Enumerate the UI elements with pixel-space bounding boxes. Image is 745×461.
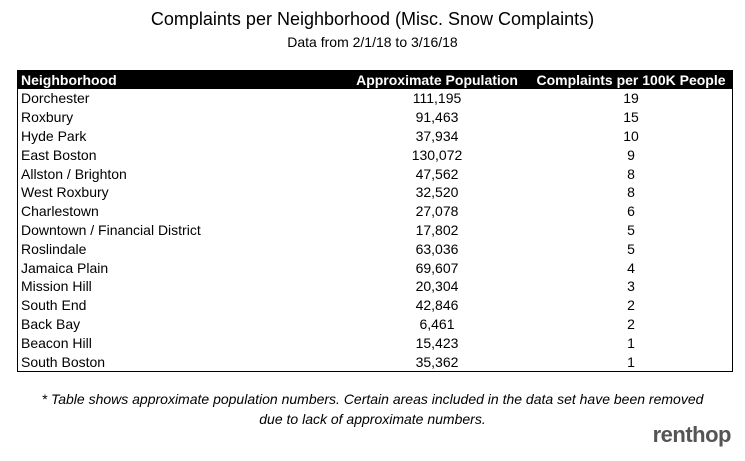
- table-cell: 19: [623, 90, 639, 107]
- table-cell: 4: [627, 259, 635, 276]
- table-cell: 42,846: [415, 297, 459, 314]
- table-cell: 91,463: [415, 109, 459, 126]
- column-header: Neighborhood: [17, 70, 344, 89]
- table-row: South End 42,846 2: [18, 296, 733, 315]
- table-cell: 32,520: [415, 184, 459, 201]
- table-cell: 47,562: [415, 165, 459, 182]
- table-cell: 5: [627, 221, 635, 238]
- table-cell: Beacon Hill: [21, 334, 92, 351]
- header-row: Neighborhood Approximate Population Compla…: [17, 70, 733, 89]
- subtitle: Data from 2/1/18 to 3/16/18: [287, 34, 458, 50]
- table-row: Beacon Hill 15,423 1: [18, 333, 733, 352]
- table-cell: 1: [627, 353, 635, 370]
- table-row: East Boston 130,072 9: [18, 145, 733, 164]
- table-cell: Mission Hill: [21, 278, 92, 295]
- table-row: Charlestown 27,078 6: [18, 202, 733, 221]
- table-cell: 10: [623, 127, 639, 144]
- table-cell: 27,078: [415, 203, 459, 220]
- table-cell: East Boston: [21, 146, 97, 163]
- table-row: Roslindale 63,036 5: [18, 239, 733, 258]
- table-cell: 6,461: [419, 315, 455, 332]
- table-row: Allston / Brighton 47,562 8: [18, 164, 733, 183]
- footnote-line: * Table shows approximate population num…: [41, 391, 704, 407]
- table-row: Downtown / Financial District 17,802 5: [18, 221, 733, 240]
- table-cell: 3: [627, 278, 635, 295]
- table-cell: Hyde Park: [21, 127, 87, 144]
- table-cell: South End: [21, 297, 87, 314]
- table-row: South Boston 35,362 1: [18, 352, 733, 371]
- table-cell: 8: [627, 184, 635, 201]
- table-cell: Roslindale: [21, 240, 87, 257]
- table-cell: 63,036: [415, 240, 459, 257]
- table-cell: 20,304: [415, 278, 459, 295]
- table-cell: Dorchester: [21, 90, 90, 107]
- table-cell: 5: [627, 240, 635, 257]
- table-cell: Downtown / Financial District: [21, 221, 201, 238]
- table-cell: 9: [627, 146, 635, 163]
- footnote-line: due to lack of approximate numbers.: [259, 411, 486, 427]
- column-header: Approximate Population: [344, 70, 530, 89]
- table-row: Dorchester 111,195 19: [18, 89, 733, 108]
- footnote: * Table shows approximate population num…: [0, 389, 745, 429]
- table-row: Roxbury 91,463 15: [18, 108, 733, 127]
- table-cell: West Roxbury: [21, 184, 109, 201]
- table-row: West Roxbury 32,520 8: [18, 183, 733, 202]
- table-cell: 15,423: [415, 334, 459, 351]
- table-cell: 1: [627, 334, 635, 351]
- table-cell: 15: [623, 109, 639, 126]
- table-cell: 17,802: [415, 221, 459, 238]
- table-row: Mission Hill 20,304 3: [18, 277, 733, 296]
- table-cell: 37,934: [415, 127, 459, 144]
- table-cell: 8: [627, 165, 635, 182]
- table-cell: 35,362: [415, 353, 459, 370]
- title: Complaints per Neighborhood (Misc. Snow …: [150, 9, 595, 29]
- table-cell: Roxbury: [21, 109, 74, 126]
- table-cell: 130,072: [411, 146, 463, 163]
- table-cell: Allston / Brighton: [21, 165, 127, 182]
- table-cell: Jamaica Plain: [21, 259, 109, 276]
- table-cell: Back Bay: [21, 315, 81, 332]
- table-cell: 2: [627, 315, 635, 332]
- table: Neighborhood Approximate Population Compla…: [17, 70, 733, 372]
- table-cell: 69,607: [415, 259, 459, 276]
- table-row: Jamaica Plain 69,607 4: [18, 258, 733, 277]
- table-body: Dorchester 111,195 19 Roxbury 91,463 15 Hyde P…: [18, 89, 733, 371]
- table-cell: 6: [627, 203, 635, 220]
- table-cell: Charlestown: [21, 203, 99, 220]
- table-row: Back Bay 6,461 2: [18, 315, 733, 334]
- column-header: Complaints per 100K People: [530, 70, 733, 89]
- table-cell: 2: [627, 297, 635, 314]
- table-cell: 111,195: [412, 90, 462, 107]
- table-row: Hyde Park 37,934 10: [18, 127, 733, 146]
- logo: renthop: [652, 422, 732, 447]
- table-cell: South Boston: [21, 353, 106, 370]
